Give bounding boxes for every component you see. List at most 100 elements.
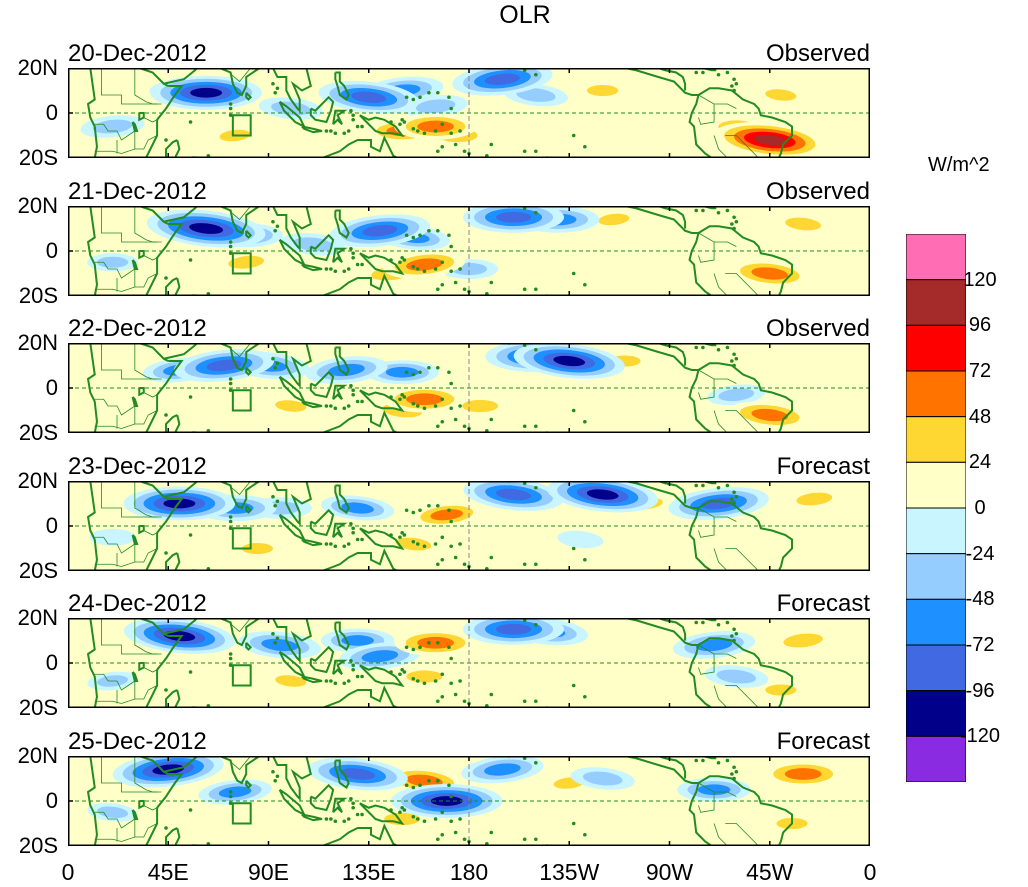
island-marker bbox=[462, 287, 467, 292]
coastline bbox=[332, 109, 348, 125]
island-marker bbox=[732, 638, 736, 643]
longitude-label: 180 bbox=[449, 859, 489, 885]
coastline bbox=[138, 250, 145, 260]
island-marker bbox=[701, 483, 705, 488]
coastline bbox=[688, 369, 713, 433]
colorbar-label: -120 bbox=[959, 725, 1001, 748]
island-marker bbox=[571, 133, 576, 138]
island-marker bbox=[411, 401, 416, 406]
island-marker bbox=[402, 808, 407, 812]
island-marker bbox=[716, 210, 721, 215]
island-marker bbox=[402, 120, 407, 124]
olr-map-panel bbox=[68, 481, 870, 571]
island-marker bbox=[351, 388, 355, 393]
coastline bbox=[219, 618, 261, 647]
coastline bbox=[332, 659, 348, 675]
coastline bbox=[699, 68, 717, 72]
island-marker bbox=[440, 535, 445, 540]
island-marker bbox=[427, 90, 431, 95]
island-marker bbox=[449, 131, 453, 136]
coastline bbox=[359, 802, 405, 826]
olr-anomaly-contour bbox=[646, 115, 693, 133]
coastline bbox=[219, 206, 261, 235]
island-marker bbox=[346, 404, 351, 408]
island-marker bbox=[398, 810, 402, 815]
island-marker bbox=[440, 282, 445, 287]
coastline bbox=[219, 68, 261, 97]
island-marker bbox=[694, 345, 699, 350]
island-marker bbox=[342, 406, 347, 411]
colorbar-swatch bbox=[906, 461, 966, 509]
coastline bbox=[245, 230, 253, 239]
coastline bbox=[272, 618, 312, 664]
country-border bbox=[713, 410, 728, 433]
olr-anomaly-contour bbox=[406, 670, 443, 683]
coastline bbox=[688, 782, 713, 846]
island-marker bbox=[571, 683, 576, 688]
country-border bbox=[143, 392, 158, 398]
island-marker bbox=[324, 817, 329, 821]
coastline bbox=[697, 775, 794, 846]
island-marker bbox=[725, 345, 730, 350]
latitude-label: 20N bbox=[17, 743, 58, 768]
island-marker bbox=[534, 287, 538, 292]
island-marker bbox=[271, 81, 275, 86]
island-marker bbox=[449, 794, 453, 799]
coastline bbox=[624, 206, 699, 234]
olr-anomaly-contour bbox=[261, 638, 298, 652]
coastline bbox=[245, 505, 253, 514]
island-marker bbox=[449, 681, 453, 686]
island-marker bbox=[694, 758, 699, 763]
country-border bbox=[698, 232, 737, 247]
island-marker bbox=[422, 544, 427, 549]
island-marker bbox=[489, 280, 494, 285]
island-marker bbox=[400, 392, 404, 397]
island-marker bbox=[329, 679, 333, 683]
latitude-label: 20N bbox=[17, 468, 58, 493]
coastline bbox=[688, 507, 713, 571]
island-marker bbox=[730, 84, 734, 88]
olr-anomaly-contour bbox=[275, 400, 307, 412]
island-marker bbox=[522, 287, 527, 292]
island-marker bbox=[422, 681, 427, 686]
country-border bbox=[101, 618, 158, 655]
island-marker bbox=[164, 138, 168, 142]
panel-date-label: 23-Dec-2012 bbox=[68, 453, 207, 480]
island-marker bbox=[349, 658, 353, 663]
country-border bbox=[713, 135, 728, 158]
island-marker bbox=[458, 129, 462, 133]
island-marker bbox=[725, 620, 730, 625]
latitude-label: 20S bbox=[18, 145, 58, 170]
coastline bbox=[272, 206, 312, 252]
olr-anomaly-contour bbox=[228, 255, 265, 269]
island-marker bbox=[734, 494, 739, 499]
island-marker bbox=[329, 129, 333, 133]
island-marker bbox=[734, 81, 739, 86]
island-marker bbox=[427, 778, 431, 783]
island-marker bbox=[462, 562, 467, 567]
panel-date-label: 22-Dec-2012 bbox=[68, 315, 207, 342]
island-marker bbox=[333, 131, 338, 136]
island-marker bbox=[389, 670, 393, 674]
island-marker bbox=[411, 785, 416, 790]
coastline bbox=[309, 645, 335, 674]
coastline bbox=[138, 387, 145, 397]
coastline bbox=[309, 508, 335, 537]
island-marker bbox=[411, 814, 416, 819]
region-box bbox=[231, 802, 252, 825]
panel-kind-label: Forecast bbox=[776, 590, 870, 617]
region-box bbox=[231, 252, 252, 275]
island-marker bbox=[228, 663, 233, 668]
latitude-label: 0 bbox=[45, 650, 58, 675]
island-marker bbox=[571, 271, 576, 276]
country-border bbox=[134, 544, 158, 563]
island-marker bbox=[725, 758, 730, 763]
island-marker bbox=[188, 258, 193, 262]
coastline bbox=[301, 813, 323, 822]
coastline bbox=[138, 343, 169, 362]
coastline bbox=[131, 671, 139, 682]
coastline bbox=[697, 87, 794, 158]
island-marker bbox=[324, 404, 329, 408]
country-border bbox=[94, 123, 136, 141]
island-marker bbox=[716, 347, 721, 352]
